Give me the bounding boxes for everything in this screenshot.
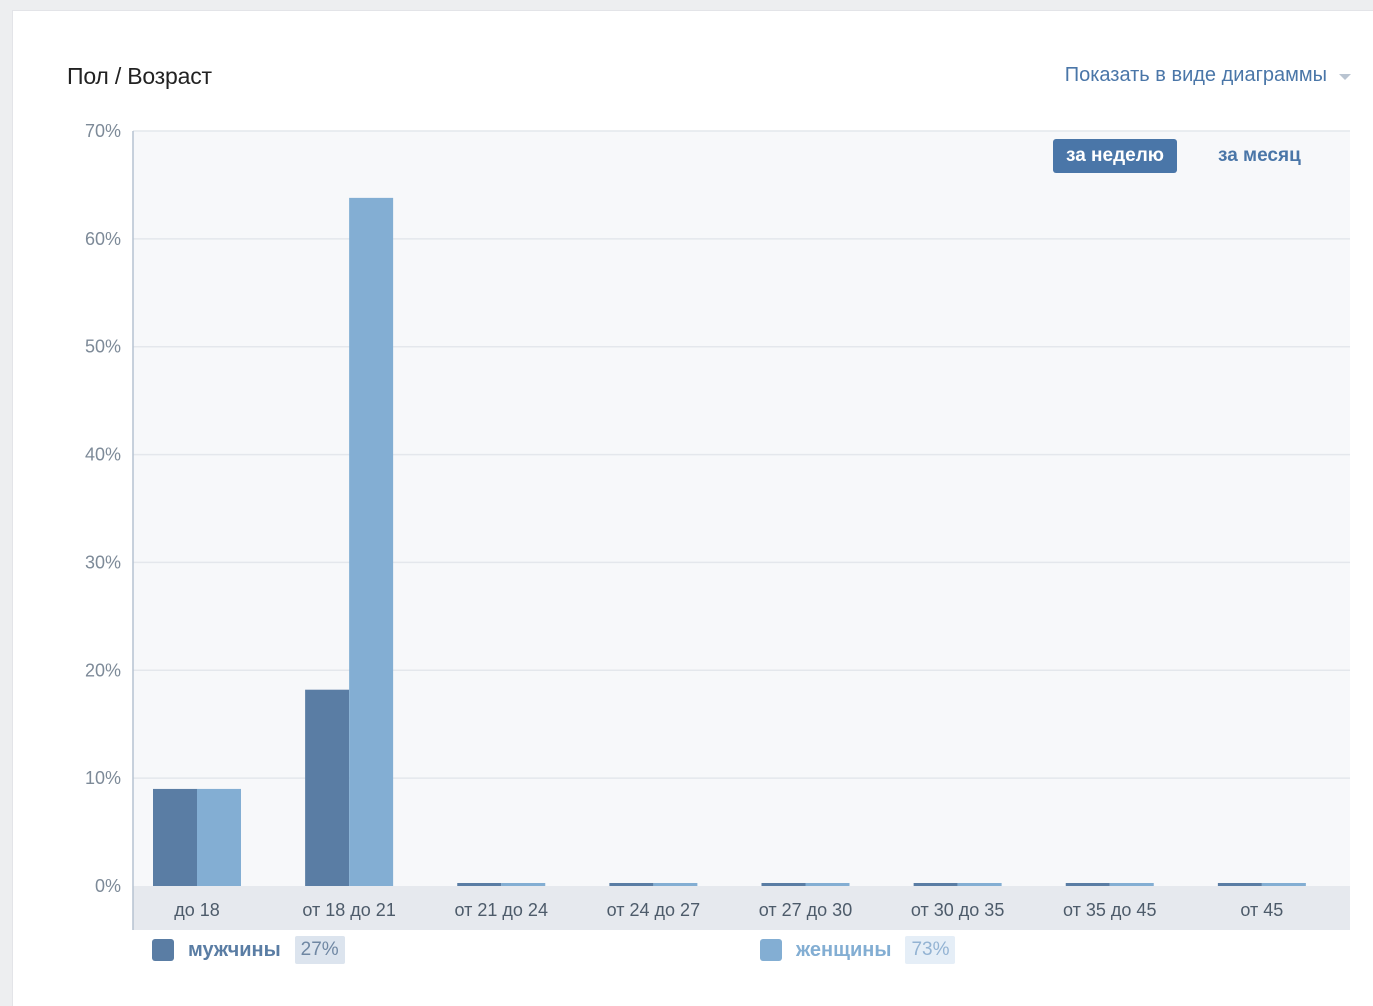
view-toggle-label: Показать в виде диаграммы: [1064, 64, 1327, 86]
x-tick-label: от 24 до 27: [607, 900, 700, 920]
bar-male: [1217, 883, 1262, 886]
legend-item-male[interactable]: мужчины 27%: [152, 935, 345, 965]
legend-item-female[interactable]: женщины 73%: [760, 935, 956, 965]
x-tick-label: от 18 до 21: [302, 900, 395, 920]
legend-label-female: женщины: [796, 938, 892, 961]
bar-female: [653, 883, 698, 886]
x-tick-label: от 27 до 30: [759, 900, 852, 920]
legend-label-male: мужчины: [188, 938, 281, 961]
y-tick-label: 50%: [85, 337, 121, 357]
bar-male: [913, 883, 958, 886]
y-tick-label: 60%: [85, 229, 121, 249]
tab-week[interactable]: за неделю: [1053, 139, 1178, 173]
x-tick-label: до 18: [174, 900, 220, 920]
legend-percent-male: 27%: [294, 936, 345, 964]
bar-female: [805, 883, 850, 886]
x-tick-label: от 30 до 35: [911, 900, 1004, 920]
bar-male: [609, 883, 654, 886]
bar-female: [957, 883, 1002, 886]
bar-female: [501, 883, 546, 886]
y-tick-label: 0%: [95, 876, 121, 896]
x-tick-label: от 35 до 45: [1063, 900, 1156, 920]
y-tick-label: 10%: [85, 768, 121, 788]
legend-swatch-female: [760, 939, 782, 961]
bar-male: [457, 883, 502, 886]
x-axis-band: [133, 886, 1350, 930]
legend-percent-female: 73%: [905, 936, 956, 964]
tab-month[interactable]: за месяц: [1218, 145, 1301, 166]
bar-female: [197, 788, 241, 886]
bar-female: [1261, 883, 1306, 886]
bar-male: [1065, 883, 1110, 886]
bar-male: [305, 689, 350, 886]
x-tick-label: от 45: [1240, 900, 1283, 920]
y-tick-label: 20%: [85, 660, 121, 680]
chevron-down-icon: [1339, 73, 1351, 80]
y-tick-label: 30%: [85, 552, 121, 572]
legend-swatch-male: [152, 939, 174, 961]
y-tick-label: 70%: [85, 121, 121, 141]
bar-male: [153, 788, 197, 886]
view-toggle-dropdown[interactable]: Показать в виде диаграммы: [1065, 64, 1351, 87]
x-tick-label: от 21 до 24: [455, 900, 548, 920]
bar-female: [1109, 883, 1154, 886]
bar-male: [761, 883, 806, 886]
chart-title: Пол / Возраст: [67, 63, 212, 89]
y-tick-label: 40%: [85, 445, 121, 465]
bar-female: [349, 197, 394, 886]
